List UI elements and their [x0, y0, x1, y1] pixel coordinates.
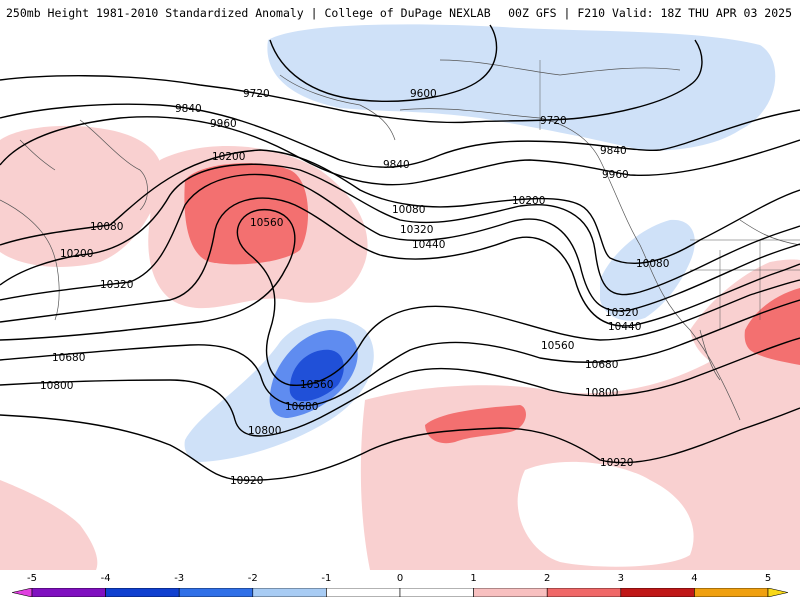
contour-label: 10560 — [300, 379, 333, 391]
colorbar-segment — [399, 588, 474, 597]
contour-label: 9720 — [540, 115, 567, 127]
contour-label: 9840 — [600, 145, 627, 157]
contour-label: 10680 — [52, 352, 85, 364]
colorbar-segment — [31, 588, 106, 597]
anomaly-positive-south-core — [425, 405, 526, 444]
anomaly-negative-trough-core — [289, 349, 344, 402]
contour-10920 — [0, 407, 800, 481]
contour-label: 10320 — [605, 307, 638, 319]
contour-10320 — [0, 173, 800, 312]
contour-label: 10440 — [412, 239, 445, 251]
contour-10560 — [0, 209, 800, 386]
anomaly-positive-west — [0, 125, 163, 267]
height-anomaly-map: 9600 9720 9720 9840 9840 9840 9960 9960 … — [0, 24, 800, 570]
map-panel: 9600 9720 9720 9840 9840 9840 9960 9960 … — [0, 23, 800, 570]
colorbar-segment — [546, 588, 622, 597]
contour-label: 10680 — [285, 401, 318, 413]
contour-label: 10920 — [230, 475, 263, 487]
contour-label: 10680 — [585, 359, 618, 371]
contour-10680 — [0, 299, 800, 407]
colorbar-tick-label: 2 — [544, 573, 551, 584]
contour-label: 10440 — [608, 321, 641, 333]
contour-label: 9720 — [243, 88, 270, 100]
colorbar-tick-label: 5 — [764, 573, 772, 584]
contour-label: 10080 — [392, 204, 425, 216]
contour-label: 10800 — [248, 425, 281, 437]
colorbar-segment — [620, 588, 695, 597]
coastlines — [0, 59, 800, 421]
colorbar-tick-label: 1 — [470, 573, 477, 584]
colorbar-tick-label: -2 — [247, 573, 258, 584]
colorbar-segment — [326, 588, 401, 597]
anomaly-positive-south — [360, 280, 800, 570]
colorbar-segment — [105, 588, 180, 597]
contour-label: 10800 — [585, 387, 618, 399]
contour-label: 9960 — [210, 118, 237, 130]
anomaly-positive-core — [184, 163, 309, 265]
contour-label: 9840 — [175, 103, 202, 115]
contour-label: 10920 — [600, 457, 633, 469]
colorbar-legend: -5 -4 -3 -2 -1 0 1 2 3 4 5 — [0, 570, 800, 600]
anomaly-negative-westcoast — [600, 219, 695, 321]
contour-9600 — [269, 24, 498, 102]
map-title: 250mb Height 1981-2010 Standardized Anom… — [6, 6, 491, 20]
contour-9960 — [0, 116, 800, 186]
anomaly-neutral-hole — [517, 461, 694, 567]
colorbar-segment — [178, 588, 254, 597]
contour-label: 9960 — [602, 169, 629, 181]
contour-label: 9600 — [410, 88, 437, 100]
contour-label: 10560 — [250, 217, 283, 229]
colorbar-segment — [767, 588, 788, 597]
contour-labels: 9600 9720 9720 9840 9840 9840 9960 9960 … — [40, 88, 669, 487]
model-run-info: 00Z GFS | F210 Valid: 18Z THU APR 03 202… — [508, 6, 792, 20]
header-bar: 250mb Height 1981-2010 Standardized Anom… — [0, 0, 800, 22]
contour-10080 — [0, 149, 800, 264]
contour-label: 10560 — [541, 340, 574, 352]
anomaly-shading — [0, 24, 800, 570]
contour-label: 10200 — [212, 151, 245, 163]
colorbar-tick-label: 4 — [691, 573, 698, 584]
colorbar-scale — [12, 588, 788, 597]
anomaly-negative-north — [267, 24, 776, 151]
colorbar-segment — [252, 588, 327, 597]
contour-label: 10320 — [100, 279, 133, 291]
contour-label: 10080 — [636, 258, 669, 270]
contour-9720 — [0, 39, 703, 124]
colorbar-tick-label: -1 — [321, 573, 332, 584]
contour-label: 10800 — [40, 380, 73, 392]
contour-label: 10080 — [90, 221, 123, 233]
contour-9840 — [0, 103, 800, 168]
contour-10200 — [0, 163, 800, 296]
colorbar-segment — [473, 588, 548, 597]
colorbar-segment — [12, 588, 33, 597]
anomaly-positive-east — [690, 259, 800, 400]
contour-10440 — [0, 197, 800, 327]
contour-label: 10200 — [512, 195, 545, 207]
contour-label: 10200 — [60, 248, 93, 260]
colorbar-segment — [694, 588, 769, 597]
contour-label: 9840 — [383, 159, 410, 171]
colorbar-tick-label: -5 — [27, 573, 37, 584]
colorbar-tick-label: -3 — [174, 573, 185, 584]
contour-label: 10320 — [400, 224, 433, 236]
colorbar-tick-label: 3 — [617, 573, 624, 584]
height-contours — [0, 24, 800, 481]
anomaly-positive-east-core — [744, 288, 800, 365]
anomaly-positive-southwest — [0, 480, 98, 570]
colorbar-tick-label: 0 — [396, 573, 404, 584]
contour-10800 — [0, 337, 800, 437]
colorbar-tick-label: -4 — [100, 573, 111, 584]
